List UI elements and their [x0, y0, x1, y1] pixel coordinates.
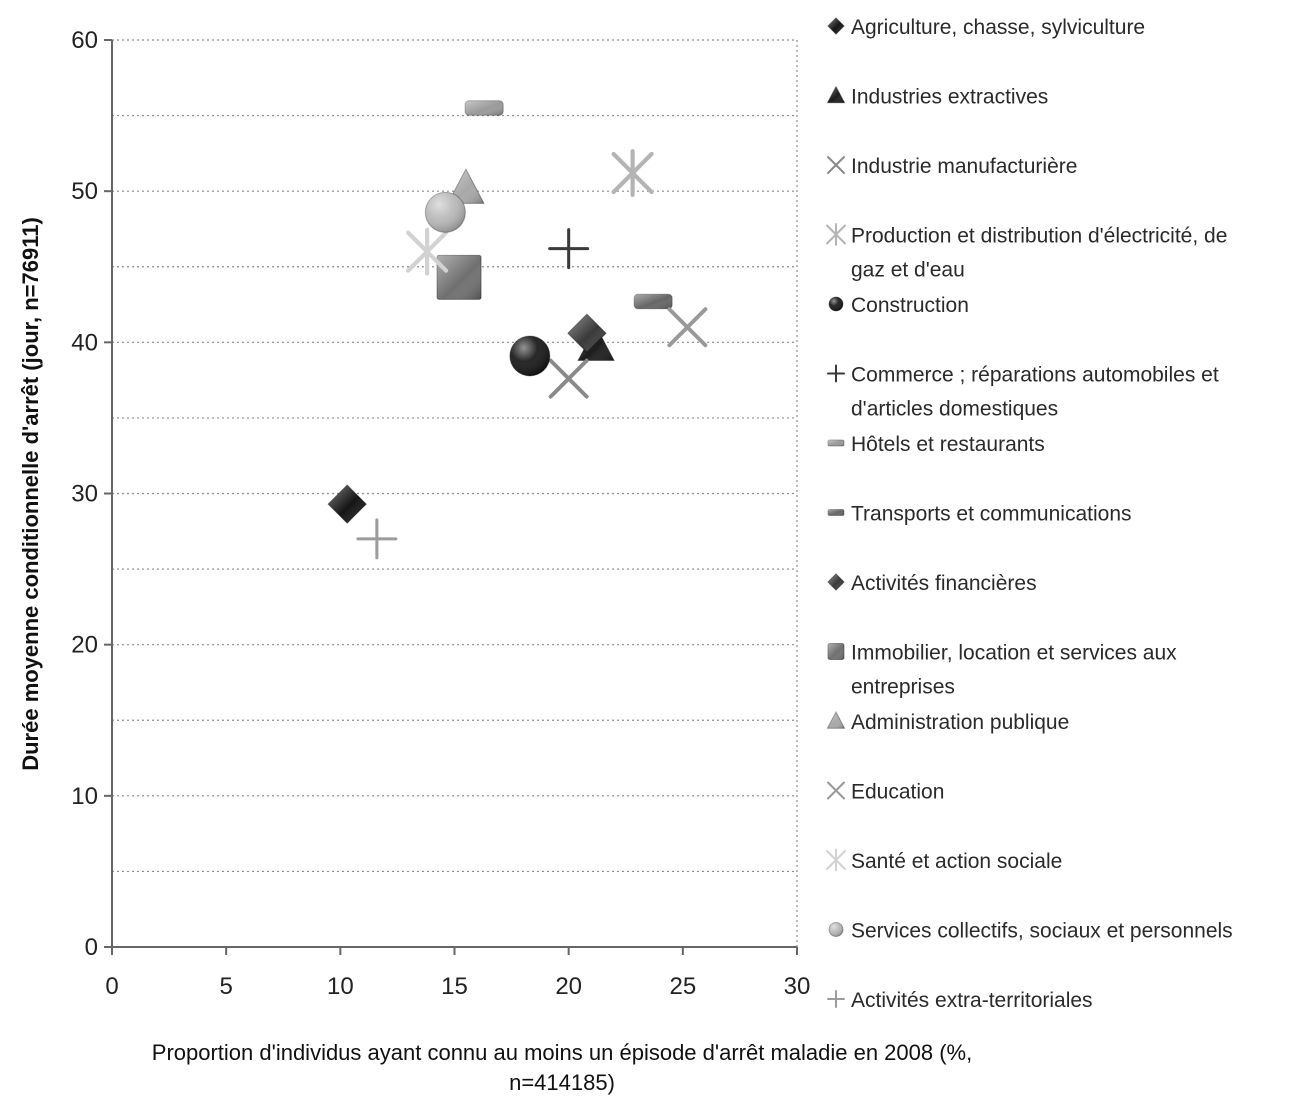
- legend-item-3: Production et distribution d'électricité…: [826, 223, 1227, 282]
- data-point-13: [424, 191, 466, 233]
- axes: [111, 40, 797, 948]
- legend-label: d'articles domestiques: [851, 398, 1058, 421]
- x-tick-label: 30: [784, 973, 811, 1000]
- data-points: [327, 100, 708, 560]
- legend-label: Immobilier, location et services aux: [851, 642, 1177, 665]
- legend-marker-4: [828, 296, 844, 312]
- legend-marker-1: [826, 85, 846, 104]
- legend-item-10: Administration publique: [826, 710, 1069, 734]
- legend-label: Construction: [851, 294, 969, 317]
- legend-item-12: Santé et action sociale: [826, 848, 1062, 873]
- y-tick-label: 60: [71, 27, 98, 54]
- legend-label: entreprises: [851, 676, 955, 699]
- tick-labels: 0 10 20 30 40 50 60 0 5 10 15 20 25 30: [71, 27, 810, 1000]
- x-axis-title: Proportion d'individus ayant connu au mo…: [152, 1040, 972, 1065]
- y-tick-label: 40: [71, 329, 98, 356]
- legend-marker-9: [827, 643, 845, 660]
- y-tick-label: 50: [71, 178, 98, 205]
- x-tick-label: 20: [555, 973, 582, 1000]
- legend-marker-6: [827, 439, 845, 447]
- data-point-14: [356, 518, 398, 560]
- legend-label: Administration publique: [851, 711, 1069, 734]
- legend-label: Services collectifs, sociaux et personne…: [851, 920, 1233, 943]
- legend-item-2: Industrie manufacturière: [827, 155, 1077, 178]
- legend-item-7: Transports et communications: [827, 503, 1132, 526]
- legend-item-6: Hôtels et restaurants: [827, 433, 1045, 456]
- x-tick-label: 25: [669, 973, 696, 1000]
- legend-marker-3: [826, 223, 846, 246]
- legend-marker-13: [828, 922, 844, 937]
- data-point-2: [548, 358, 589, 399]
- data-point-10: [447, 168, 485, 204]
- legend-item-14: Activités extra-territoriales: [827, 989, 1093, 1012]
- legend-label: Transports et communications: [851, 503, 1132, 526]
- legend-label: Santé et action sociale: [851, 850, 1062, 873]
- y-tick-label: 20: [71, 632, 98, 659]
- data-point-8: [567, 313, 607, 353]
- legend-marker-11: [827, 781, 845, 800]
- legend-marker-7: [827, 508, 845, 517]
- data-point-3: [611, 149, 654, 197]
- legend-item-11: Education: [827, 781, 944, 804]
- legend-label: Production et distribution d'électricité…: [851, 225, 1227, 248]
- legend-marker-14: [827, 990, 845, 1008]
- legend-label: Activités extra-territoriales: [851, 989, 1093, 1012]
- legend-marker-0: [827, 17, 845, 35]
- legend-label: Hôtels et restaurants: [851, 433, 1045, 456]
- x-tick-label: 5: [219, 973, 232, 1000]
- data-point-7: [633, 293, 673, 310]
- legend-marker-8: [827, 573, 845, 591]
- data-point-4: [509, 335, 551, 377]
- legend-marker-10: [826, 710, 846, 729]
- data-point-6: [464, 100, 504, 116]
- legend-label: Activités financières: [851, 572, 1037, 595]
- legend-label: Industrie manufacturière: [851, 155, 1077, 178]
- legend-item-1: Industries extractives: [826, 85, 1048, 109]
- x-tick-label: 0: [105, 973, 118, 1000]
- legend-label: Agriculture, chasse, sylviculture: [851, 16, 1145, 39]
- legend-item-4: Construction: [828, 294, 969, 317]
- legend-item-0: Agriculture, chasse, sylviculture: [827, 16, 1145, 39]
- legend-marker-5: [827, 364, 845, 383]
- legend-label: gaz et d'eau: [851, 259, 965, 282]
- data-point-9: [436, 254, 482, 300]
- legend-marker-2: [827, 156, 845, 174]
- legend-item-9: Immobilier, location et services aux entr…: [827, 642, 1177, 699]
- legend-label: Industries extractives: [851, 86, 1048, 109]
- data-point-0: [327, 484, 367, 524]
- legend-item-5: Commerce ; réparations automobiles et d'a…: [827, 364, 1219, 421]
- y-axis-title: Durée moyenne conditionnelle d'arrêt (jo…: [18, 217, 43, 771]
- y-tick-label: 10: [71, 783, 98, 810]
- legend-item-8: Activités financières: [827, 572, 1037, 595]
- legend-label: Education: [851, 781, 944, 804]
- x-tick-label: 15: [441, 973, 468, 1000]
- x-axis-title-line2: n=414185): [509, 1070, 615, 1095]
- y-tick-label: 0: [85, 934, 98, 961]
- legend-marker-12: [826, 848, 846, 872]
- legend-label: Commerce ; réparations automobiles et: [851, 364, 1219, 387]
- data-point-11: [667, 307, 708, 348]
- legend-item-13: Services collectifs, sociaux et personne…: [828, 920, 1233, 943]
- y-tick-label: 30: [71, 481, 98, 508]
- legend: Agriculture, chasse, sylviculture Industr…: [826, 16, 1233, 1012]
- gridlines: [112, 39, 798, 947]
- data-point-5: [548, 228, 590, 270]
- x-tick-label: 10: [327, 973, 354, 1000]
- data-point-12: [406, 227, 449, 276]
